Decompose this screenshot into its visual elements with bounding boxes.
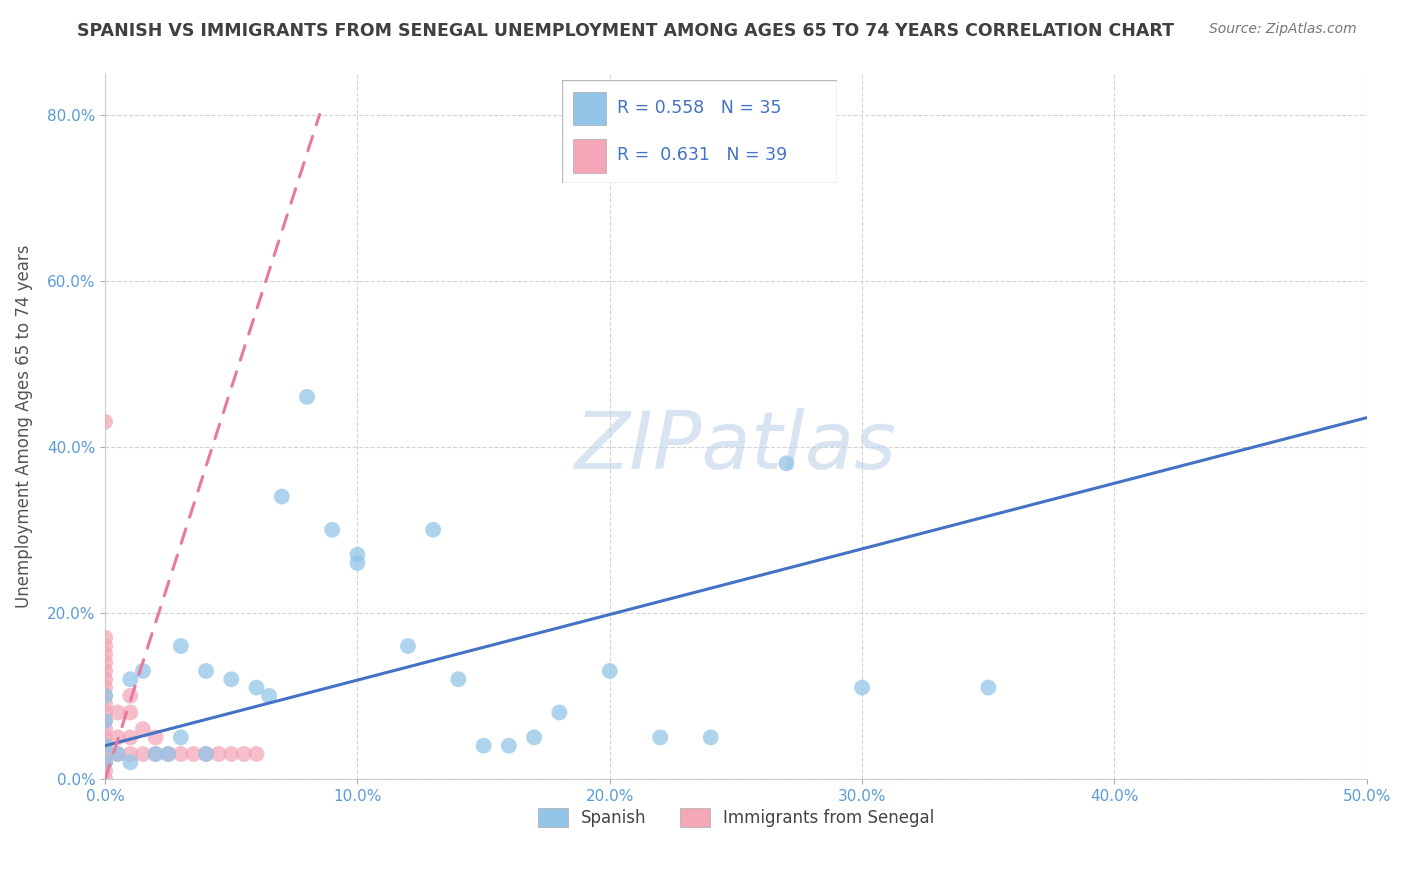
Point (132, 664, 155, 678)
Point (523, 731, 546, 745)
Point (195, 747, 218, 761)
Point (132, 747, 155, 761)
Point (157, 747, 180, 761)
Point (132, 722, 155, 736)
Point (107, 747, 129, 761)
Point (94, 415, 117, 429)
Point (851, 681, 873, 695)
Point (346, 548, 368, 562)
FancyBboxPatch shape (574, 92, 606, 126)
Point (599, 664, 621, 678)
Point (107, 747, 129, 761)
Point (94, 639, 117, 653)
Point (257, 689, 280, 703)
Point (94, 714, 117, 728)
Point (94, 672, 117, 686)
Point (94, 664, 117, 678)
Point (94, 706, 117, 720)
Point (94, 648, 117, 662)
Point (94, 689, 117, 703)
Point (977, 681, 1000, 695)
Point (270, 490, 292, 504)
Point (94, 656, 117, 670)
Point (94, 739, 117, 753)
Point (120, 706, 142, 720)
Text: R = 0.558   N = 35: R = 0.558 N = 35 (617, 100, 782, 118)
Point (699, 731, 721, 745)
Text: R =  0.631   N = 39: R = 0.631 N = 39 (617, 146, 787, 164)
Point (94, 714, 117, 728)
Point (245, 747, 267, 761)
Point (94, 689, 117, 703)
Text: ZIPatlas: ZIPatlas (575, 409, 897, 486)
Legend: Spanish, Immigrants from Senegal: Spanish, Immigrants from Senegal (531, 802, 941, 834)
Y-axis label: Unemployment Among Ages 65 to 74 years: Unemployment Among Ages 65 to 74 years (15, 244, 32, 607)
Point (232, 747, 254, 761)
Point (170, 639, 193, 653)
Point (145, 747, 167, 761)
Point (120, 731, 142, 745)
Point (94, 681, 117, 695)
Point (94, 772, 117, 786)
Point (145, 731, 167, 745)
Text: Source: ZipAtlas.com: Source: ZipAtlas.com (1209, 22, 1357, 37)
Point (120, 672, 142, 686)
Point (94, 756, 117, 770)
Point (219, 672, 242, 686)
Point (195, 747, 218, 761)
Point (94, 747, 117, 761)
Point (170, 731, 193, 745)
Point (650, 731, 672, 745)
Point (94, 731, 117, 745)
Point (94, 697, 117, 711)
Point (94, 756, 117, 770)
Point (94, 722, 117, 736)
Point (120, 689, 142, 703)
Point (396, 639, 419, 653)
Text: SPANISH VS IMMIGRANTS FROM SENEGAL UNEMPLOYMENT AMONG AGES 65 TO 74 YEARS CORREL: SPANISH VS IMMIGRANTS FROM SENEGAL UNEMP… (77, 22, 1174, 40)
Point (120, 747, 142, 761)
Point (94, 739, 117, 753)
Point (498, 739, 520, 753)
FancyBboxPatch shape (574, 139, 606, 173)
Point (775, 456, 797, 470)
Point (548, 706, 571, 720)
Point (94, 747, 117, 761)
Point (245, 681, 267, 695)
Point (94, 631, 117, 645)
Point (183, 747, 205, 761)
Point (120, 756, 142, 770)
Point (219, 747, 242, 761)
Point (295, 390, 318, 404)
Point (94, 764, 117, 778)
Point (472, 739, 495, 753)
Point (447, 672, 470, 686)
FancyBboxPatch shape (562, 80, 837, 183)
Point (208, 747, 231, 761)
Point (346, 556, 368, 570)
Point (321, 523, 343, 537)
Point (107, 706, 129, 720)
Point (170, 747, 193, 761)
Point (107, 731, 129, 745)
Point (195, 664, 218, 678)
Point (422, 523, 444, 537)
Point (157, 747, 180, 761)
Point (145, 747, 167, 761)
